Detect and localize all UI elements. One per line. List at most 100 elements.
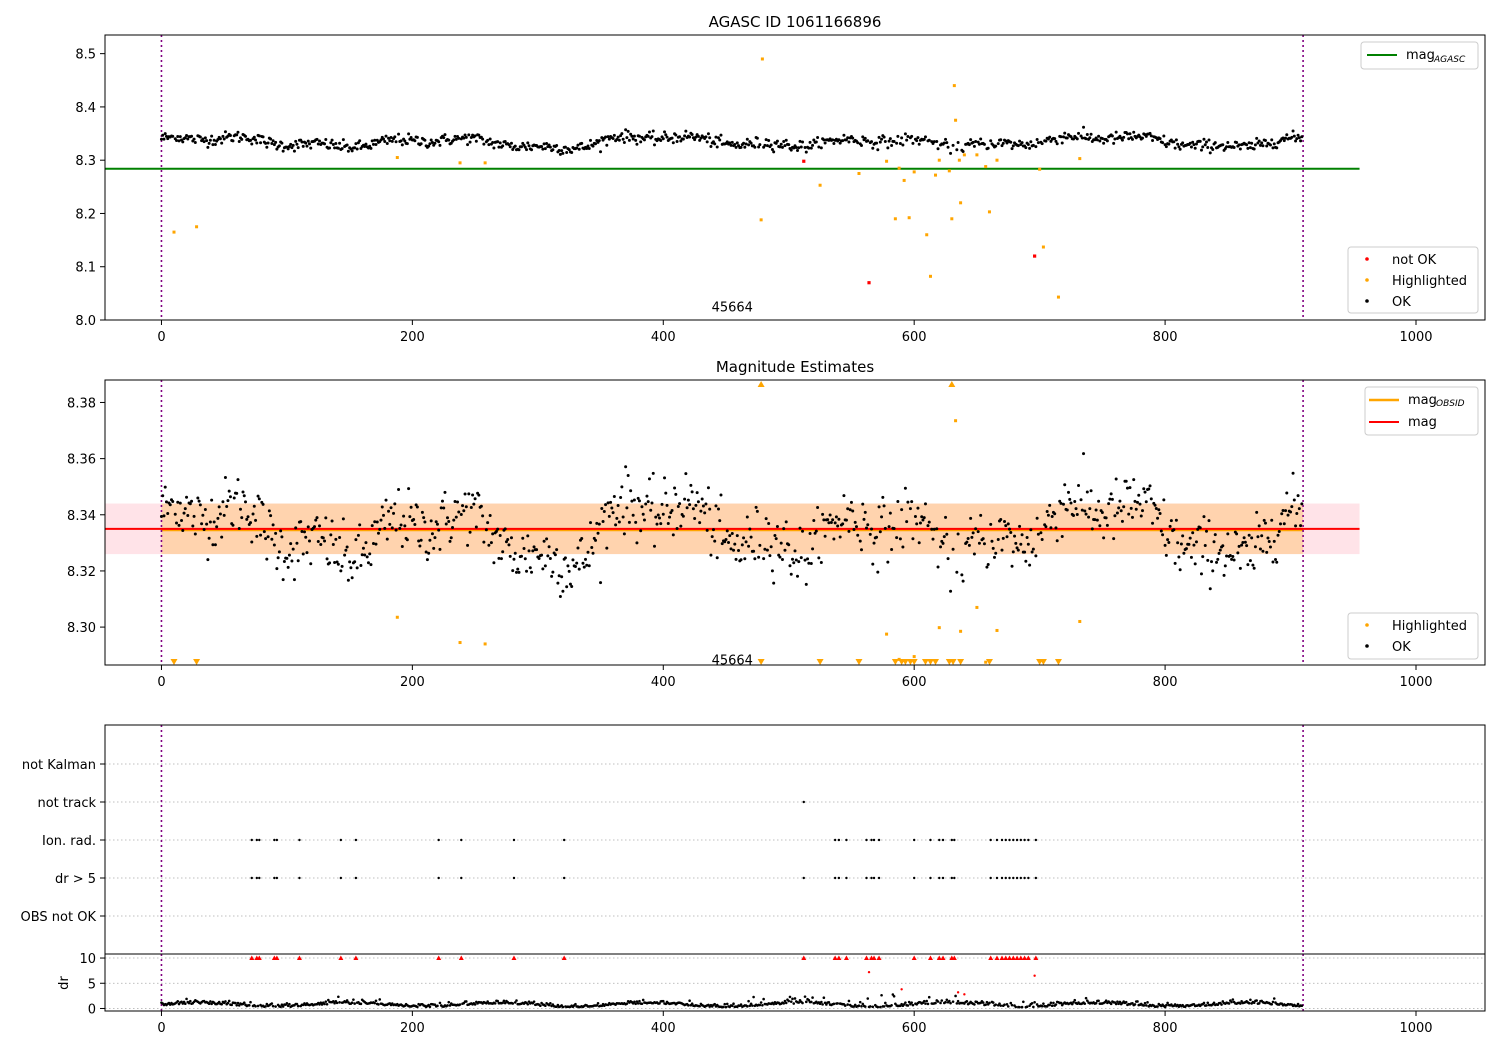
ok-point bbox=[749, 141, 753, 145]
flag-point bbox=[938, 876, 941, 880]
ok-point bbox=[935, 140, 939, 144]
ok-point bbox=[370, 139, 374, 143]
ok-point bbox=[863, 510, 867, 514]
ok-point bbox=[704, 502, 708, 506]
ok-point bbox=[1204, 140, 1208, 144]
ok-point bbox=[745, 137, 749, 141]
ok-point bbox=[501, 144, 505, 148]
ok-point bbox=[1194, 142, 1198, 146]
ok-point bbox=[563, 556, 567, 560]
ok-point bbox=[1172, 140, 1176, 144]
ok-point bbox=[503, 140, 507, 144]
ok-point bbox=[466, 543, 470, 547]
ok-point bbox=[349, 566, 353, 570]
dr-point bbox=[428, 1005, 432, 1009]
ok-point bbox=[397, 487, 401, 491]
x-tick-label: 600 bbox=[902, 1021, 927, 1036]
ok-point bbox=[1178, 568, 1182, 572]
ok-point bbox=[1297, 136, 1301, 140]
ok-point bbox=[609, 500, 613, 504]
dr-point bbox=[1133, 1003, 1137, 1006]
ok-point bbox=[1294, 139, 1298, 143]
ok-point bbox=[808, 532, 812, 536]
flag-point bbox=[865, 838, 868, 842]
ok-point bbox=[1114, 130, 1118, 134]
ok-point bbox=[385, 537, 389, 541]
legend-ok-label-2: OK bbox=[1392, 640, 1411, 655]
ok-point bbox=[467, 492, 471, 496]
ok-point bbox=[1285, 133, 1289, 137]
ok-point bbox=[594, 142, 598, 146]
ok-point bbox=[346, 149, 350, 153]
ok-point bbox=[917, 142, 921, 146]
ok-point bbox=[467, 133, 471, 137]
ok-point bbox=[457, 136, 461, 140]
ok-point bbox=[1164, 553, 1168, 557]
dr-point bbox=[279, 1005, 282, 1009]
ok-point bbox=[231, 139, 235, 143]
ok-point bbox=[292, 578, 296, 582]
highlighted-point bbox=[483, 642, 487, 646]
not-ok-point bbox=[802, 159, 806, 163]
ok-point bbox=[632, 498, 636, 502]
ok-point bbox=[596, 531, 600, 535]
flag-point bbox=[1027, 876, 1030, 880]
ok-point bbox=[898, 537, 902, 541]
dr-point bbox=[1257, 1002, 1261, 1005]
ok-point bbox=[542, 142, 546, 146]
ok-point bbox=[812, 518, 816, 522]
dr-point bbox=[1052, 1001, 1055, 1005]
ok-point bbox=[829, 520, 833, 524]
ok-point bbox=[838, 535, 842, 539]
dr-point bbox=[746, 1005, 749, 1008]
ok-point bbox=[895, 536, 899, 540]
ok-point bbox=[1177, 145, 1181, 149]
ok-point bbox=[1015, 546, 1019, 550]
ok-point bbox=[676, 504, 680, 508]
ok-point bbox=[213, 143, 217, 147]
ok-point bbox=[972, 144, 976, 148]
ok-point bbox=[438, 143, 442, 147]
ok-point bbox=[338, 141, 342, 145]
ok-point bbox=[1173, 561, 1177, 565]
highlighted-point bbox=[975, 605, 979, 609]
ok-point bbox=[652, 143, 656, 147]
dr-point bbox=[791, 997, 794, 1001]
flag-category-label: Ion. rad. bbox=[42, 834, 96, 849]
ok-point bbox=[1246, 146, 1250, 150]
ok-point bbox=[532, 545, 536, 549]
ok-point bbox=[1075, 512, 1079, 516]
ok-point bbox=[1289, 510, 1293, 514]
dr-point bbox=[999, 1004, 1003, 1007]
ok-point bbox=[763, 547, 767, 551]
ok-point bbox=[225, 504, 229, 508]
dr-clipped-marker bbox=[801, 955, 807, 961]
ok-point bbox=[259, 141, 263, 145]
dr-point bbox=[345, 999, 349, 1002]
ok-point bbox=[1270, 138, 1274, 142]
ok-point bbox=[624, 465, 628, 469]
ok-point bbox=[1206, 146, 1210, 150]
ok-point bbox=[1053, 512, 1057, 516]
ok-point bbox=[1060, 534, 1064, 538]
ok-point bbox=[366, 561, 370, 565]
ok-point bbox=[898, 141, 902, 145]
ok-point bbox=[231, 523, 235, 527]
ok-point bbox=[415, 505, 419, 509]
highlighted-point bbox=[458, 641, 462, 645]
ok-point bbox=[1013, 534, 1017, 538]
highlighted-point bbox=[987, 210, 991, 214]
dr-point bbox=[274, 1005, 277, 1008]
ok-point bbox=[844, 518, 848, 522]
ok-point bbox=[690, 133, 694, 137]
dr-point bbox=[264, 1005, 267, 1008]
ok-point bbox=[512, 557, 516, 561]
dr-point bbox=[636, 1002, 640, 1005]
ok-point bbox=[757, 145, 761, 149]
dr-point bbox=[801, 1001, 804, 1005]
ok-point bbox=[1252, 566, 1256, 570]
ok-point bbox=[1203, 544, 1207, 548]
dr-point bbox=[187, 1001, 191, 1005]
ok-point bbox=[847, 529, 851, 533]
ok-point bbox=[610, 506, 614, 510]
